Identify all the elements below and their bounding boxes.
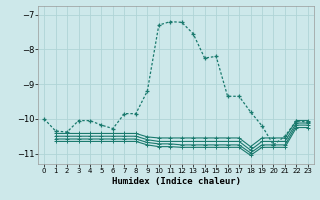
X-axis label: Humidex (Indice chaleur): Humidex (Indice chaleur) [111,177,241,186]
